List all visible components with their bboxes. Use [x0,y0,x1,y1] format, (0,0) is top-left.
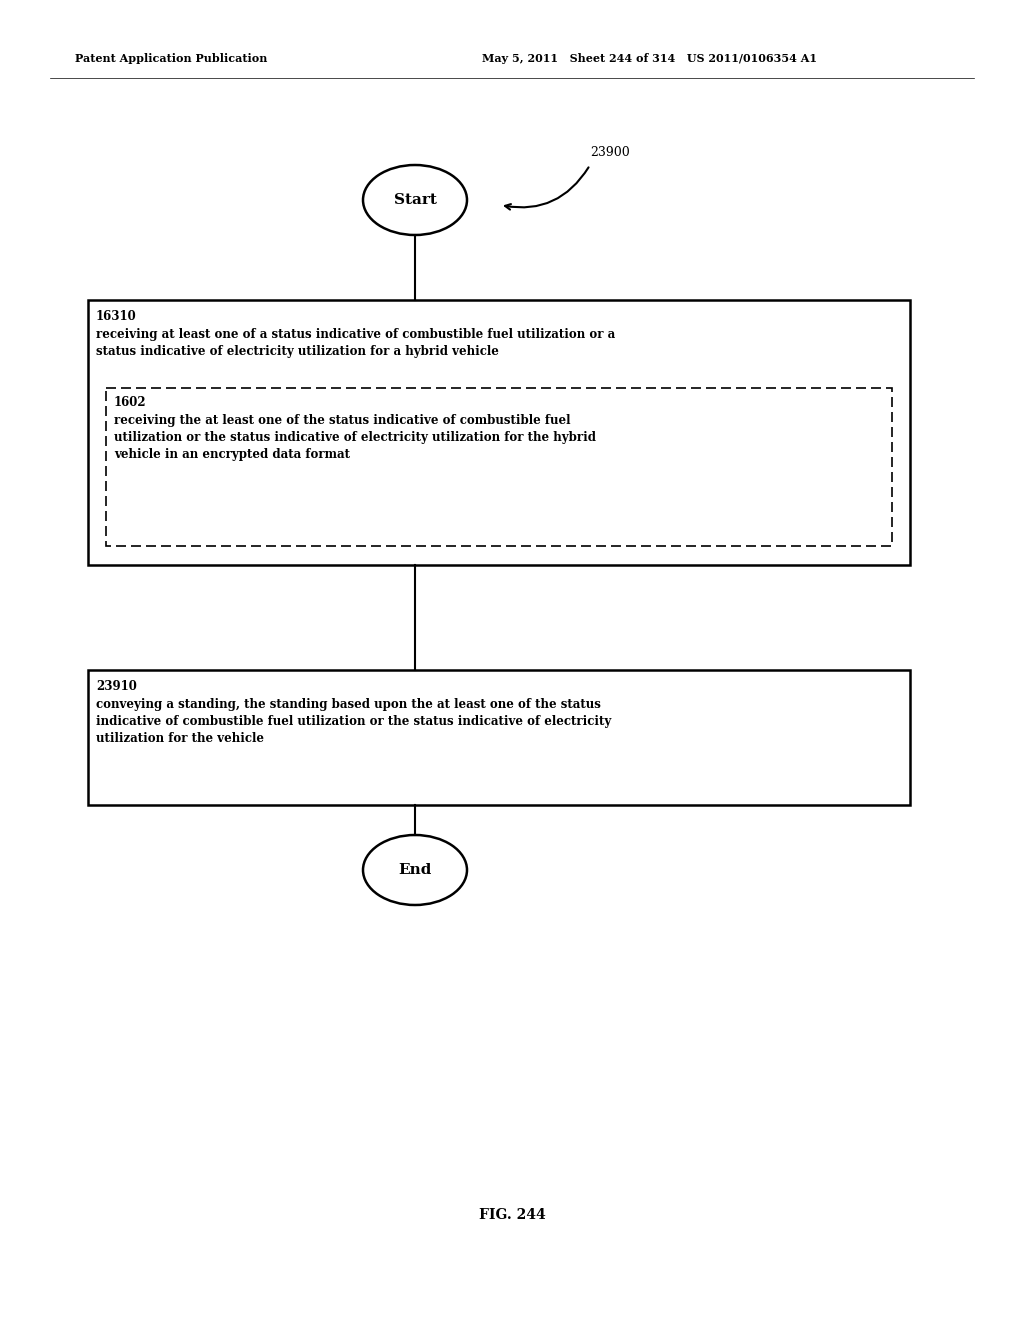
Text: receiving at least one of a status indicative of combustible fuel utilization or: receiving at least one of a status indic… [96,327,615,358]
Text: End: End [398,863,432,876]
Bar [106,388,892,546]
Text: FIG. 244: FIG. 244 [478,1208,546,1222]
Text: receiving the at least one of the status indicative of combustible fuel
utilizat: receiving the at least one of the status… [114,414,596,461]
Text: 1602: 1602 [114,396,146,409]
Bar [88,671,910,805]
Text: Start: Start [393,193,436,207]
Text: Patent Application Publication: Patent Application Publication [75,53,267,63]
Bar [88,300,910,565]
Ellipse shape [362,165,467,235]
Text: 23910: 23910 [96,680,137,693]
Text: May 5, 2011   Sheet 244 of 314   US 2011/0106354 A1: May 5, 2011 Sheet 244 of 314 US 2011/010… [482,53,817,63]
Text: 23900: 23900 [590,145,630,158]
Text: 16310: 16310 [96,310,137,323]
Text: conveying a standing, the standing based upon the at least one of the status
ind: conveying a standing, the standing based… [96,698,611,744]
Ellipse shape [362,836,467,906]
